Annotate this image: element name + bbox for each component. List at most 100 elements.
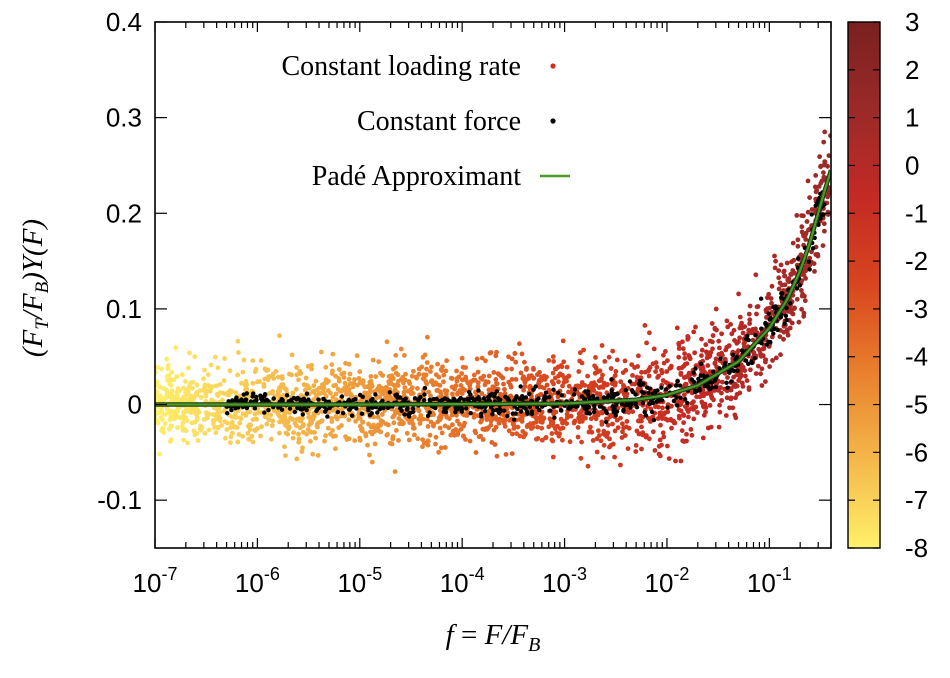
loading-rate-point (612, 428, 618, 434)
loading-rate-point (401, 380, 406, 386)
legend-label-pade: Padé Approximant (312, 161, 521, 192)
loading-rate-point (234, 425, 240, 430)
constant-force-point (764, 342, 769, 347)
loading-rate-point (536, 380, 542, 386)
constant-force-point (702, 383, 708, 389)
constant-force-point (479, 414, 484, 419)
constant-force-point (775, 327, 780, 333)
loading-rate-point (411, 368, 416, 374)
loading-rate-point (595, 369, 600, 375)
loading-rate-point (217, 409, 223, 415)
constant-force-point (633, 401, 638, 407)
loading-rate-point (599, 422, 605, 427)
loading-rate-point (507, 418, 513, 423)
loading-rate-point (252, 411, 258, 417)
loading-rate-point (363, 431, 369, 437)
loading-rate-point (188, 380, 193, 386)
loading-rate-point (290, 390, 296, 396)
constant-force-point (794, 286, 800, 291)
loading-rate-point (822, 129, 828, 135)
loading-rate-point (596, 428, 601, 434)
constant-force-point (636, 381, 641, 387)
loading-rate-point (423, 379, 429, 384)
loading-rate-point (610, 348, 616, 354)
loading-rate-point (471, 411, 477, 417)
constant-force-point (244, 397, 249, 402)
constant-force-point (481, 396, 487, 401)
constant-force-point (271, 396, 276, 401)
loading-rate-point (646, 436, 652, 442)
loading-rate-point (359, 427, 364, 433)
constant-force-point (729, 379, 734, 384)
loading-rate-point (699, 347, 705, 353)
constant-force-point (694, 389, 699, 394)
loading-rate-point (296, 377, 301, 383)
loading-rate-point (585, 373, 590, 379)
loading-rate-point (339, 423, 344, 428)
loading-rate-point (428, 369, 433, 374)
loading-rate-point (575, 434, 581, 440)
loading-rate-point (496, 420, 502, 426)
constant-force-point (476, 388, 481, 393)
loading-rate-point (579, 360, 585, 366)
loading-rate-point (767, 364, 772, 369)
constant-force-point (675, 403, 680, 408)
constant-force-point (241, 392, 246, 397)
loading-rate-point (758, 371, 763, 377)
loading-rate-point (524, 377, 529, 382)
loading-rate-point (418, 413, 424, 418)
loading-rate-point (158, 398, 164, 404)
constant-force-point (287, 406, 293, 411)
loading-rate-point (728, 396, 734, 402)
loading-rate-point (168, 423, 174, 429)
loading-rate-point (462, 420, 467, 426)
loading-rate-point (441, 379, 446, 385)
constant-force-point (587, 411, 592, 416)
constant-force-point (464, 406, 469, 411)
loading-rate-point (601, 380, 607, 386)
loading-rate-point (390, 434, 396, 439)
loading-rate-point (739, 325, 745, 331)
loading-rate-point (630, 373, 635, 378)
loading-rate-point (185, 440, 191, 446)
loading-rate-point (588, 424, 593, 430)
loading-rate-point (436, 374, 442, 380)
loading-rate-point (599, 343, 605, 348)
loading-rate-point (294, 365, 299, 370)
loading-rate-point (703, 409, 708, 415)
loading-rate-point (732, 338, 737, 343)
loading-rate-point (668, 365, 674, 371)
loading-rate-point (717, 345, 722, 351)
loading-rate-point (438, 445, 444, 451)
loading-rate-point (416, 416, 422, 422)
loading-rate-point (229, 388, 235, 394)
loading-rate-point (597, 433, 602, 438)
loading-rate-point (182, 427, 188, 432)
constant-force-point (525, 411, 530, 416)
legend-marker-constant-force (550, 118, 556, 124)
loading-rate-point (639, 369, 644, 375)
loading-rate-point (271, 376, 276, 381)
loading-rate-point (174, 374, 180, 379)
loading-rate-point (725, 375, 730, 380)
loading-rate-point (593, 416, 599, 422)
constant-force-point (810, 246, 816, 251)
loading-rate-point (564, 378, 569, 384)
loading-rate-point (380, 412, 385, 417)
loading-rate-point (425, 438, 431, 444)
loading-rate-point (390, 376, 396, 381)
loading-rate-point (513, 377, 519, 382)
loading-rate-point (502, 424, 508, 429)
loading-rate-point (527, 385, 533, 391)
loading-rate-point (398, 346, 404, 352)
loading-rate-point (759, 366, 765, 372)
loading-rate-point (753, 272, 759, 278)
loading-rate-point (365, 390, 371, 396)
constant-force-point (410, 406, 416, 411)
constant-force-point (603, 419, 609, 425)
loading-rate-point (678, 370, 684, 376)
loading-rate-point (777, 280, 783, 286)
loading-rate-point (595, 412, 601, 418)
loading-rate-point (661, 434, 667, 440)
loading-rate-point (596, 378, 602, 384)
